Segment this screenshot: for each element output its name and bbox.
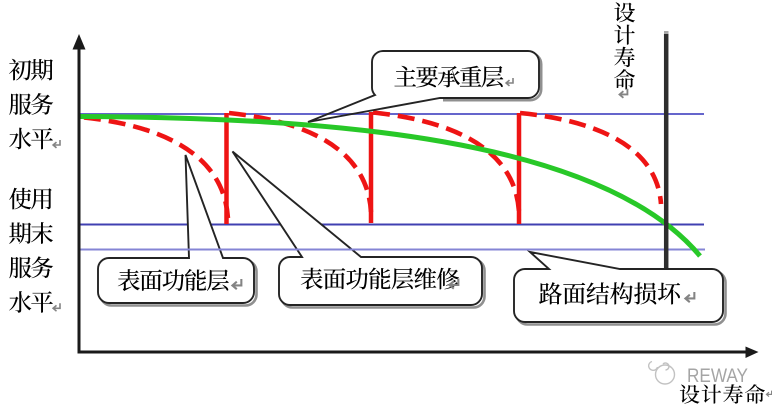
- svg-text:REWAY: REWAY: [687, 365, 748, 387]
